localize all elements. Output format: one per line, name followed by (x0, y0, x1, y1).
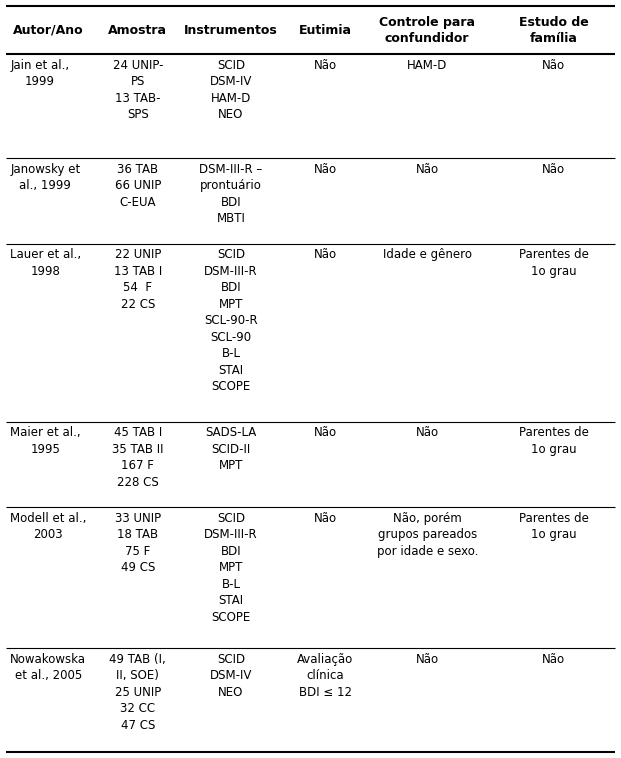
Text: Não: Não (314, 512, 337, 525)
Text: Jain et al.,
1999: Jain et al., 1999 (10, 59, 70, 89)
Text: Não: Não (415, 426, 439, 440)
Text: HAM-D: HAM-D (407, 59, 448, 72)
Text: Não: Não (542, 59, 566, 72)
Text: Não: Não (314, 163, 337, 176)
Text: SCID
DSM-IV
NEO: SCID DSM-IV NEO (210, 653, 252, 699)
Text: Não: Não (542, 653, 566, 666)
Text: Estudo de
família: Estudo de família (519, 16, 589, 45)
Text: Eutimia: Eutimia (299, 23, 352, 36)
Text: Parentes de
1o grau: Parentes de 1o grau (519, 249, 589, 278)
Text: 22 UNIP
13 TAB I
54  F
22 CS: 22 UNIP 13 TAB I 54 F 22 CS (114, 249, 162, 311)
Text: SCID
DSM-III-R
BDI
MPT
B-L
STAI
SCOPE: SCID DSM-III-R BDI MPT B-L STAI SCOPE (204, 512, 258, 624)
Text: Lauer et al.,
1998: Lauer et al., 1998 (10, 249, 81, 278)
Text: SCID
DSM-IV
HAM-D
NEO: SCID DSM-IV HAM-D NEO (210, 59, 252, 121)
Text: Parentes de
1o grau: Parentes de 1o grau (519, 512, 589, 541)
Text: Amostra: Amostra (108, 23, 168, 36)
Text: 45 TAB I
35 TAB II
167 F
228 CS: 45 TAB I 35 TAB II 167 F 228 CS (112, 426, 163, 489)
Text: 33 UNIP
18 TAB
75 F
49 CS: 33 UNIP 18 TAB 75 F 49 CS (115, 512, 161, 575)
Text: Modell et al.,
2003: Modell et al., 2003 (10, 512, 86, 541)
Text: SCID
DSM-III-R
BDI
MPT
SCL-90-R
SCL-90
B-L
STAI
SCOPE: SCID DSM-III-R BDI MPT SCL-90-R SCL-90 B… (204, 249, 258, 393)
Text: 36 TAB
66 UNIP
C-EUA: 36 TAB 66 UNIP C-EUA (115, 163, 161, 209)
Text: Controle para
confundidor: Controle para confundidor (379, 16, 475, 45)
Text: Não: Não (415, 163, 439, 176)
Text: Instrumentos: Instrumentos (184, 23, 278, 36)
Text: Idade e gênero: Idade e gênero (383, 249, 472, 262)
Text: Não: Não (314, 59, 337, 72)
Text: Não, porém
grupos pareados
por idade e sexo.: Não, porém grupos pareados por idade e s… (376, 512, 478, 558)
Text: Janowsky et
al., 1999: Janowsky et al., 1999 (10, 163, 81, 193)
Text: Parentes de
1o grau: Parentes de 1o grau (519, 426, 589, 456)
Text: Autor/Ano: Autor/Ano (13, 23, 84, 36)
Text: 24 UNIP-
PS
13 TAB-
SPS: 24 UNIP- PS 13 TAB- SPS (112, 59, 163, 121)
Text: Não: Não (314, 426, 337, 440)
Text: Nowakowska
et al., 2005: Nowakowska et al., 2005 (10, 653, 86, 682)
Text: Não: Não (415, 653, 439, 666)
Text: 49 TAB (I,
II, SOE)
25 UNIP
32 CC
47 CS: 49 TAB (I, II, SOE) 25 UNIP 32 CC 47 CS (109, 653, 166, 731)
Text: Maier et al.,
1995: Maier et al., 1995 (10, 426, 81, 456)
Text: DSM-III-R –
prontuário
BDI
MBTI: DSM-III-R – prontuário BDI MBTI (199, 163, 263, 225)
Text: SADS-LA
SCID-II
MPT: SADS-LA SCID-II MPT (206, 426, 256, 472)
Text: Não: Não (314, 249, 337, 262)
Text: Não: Não (542, 163, 566, 176)
Text: Avaliação
clínica
BDI ≤ 12: Avaliação clínica BDI ≤ 12 (297, 653, 353, 699)
